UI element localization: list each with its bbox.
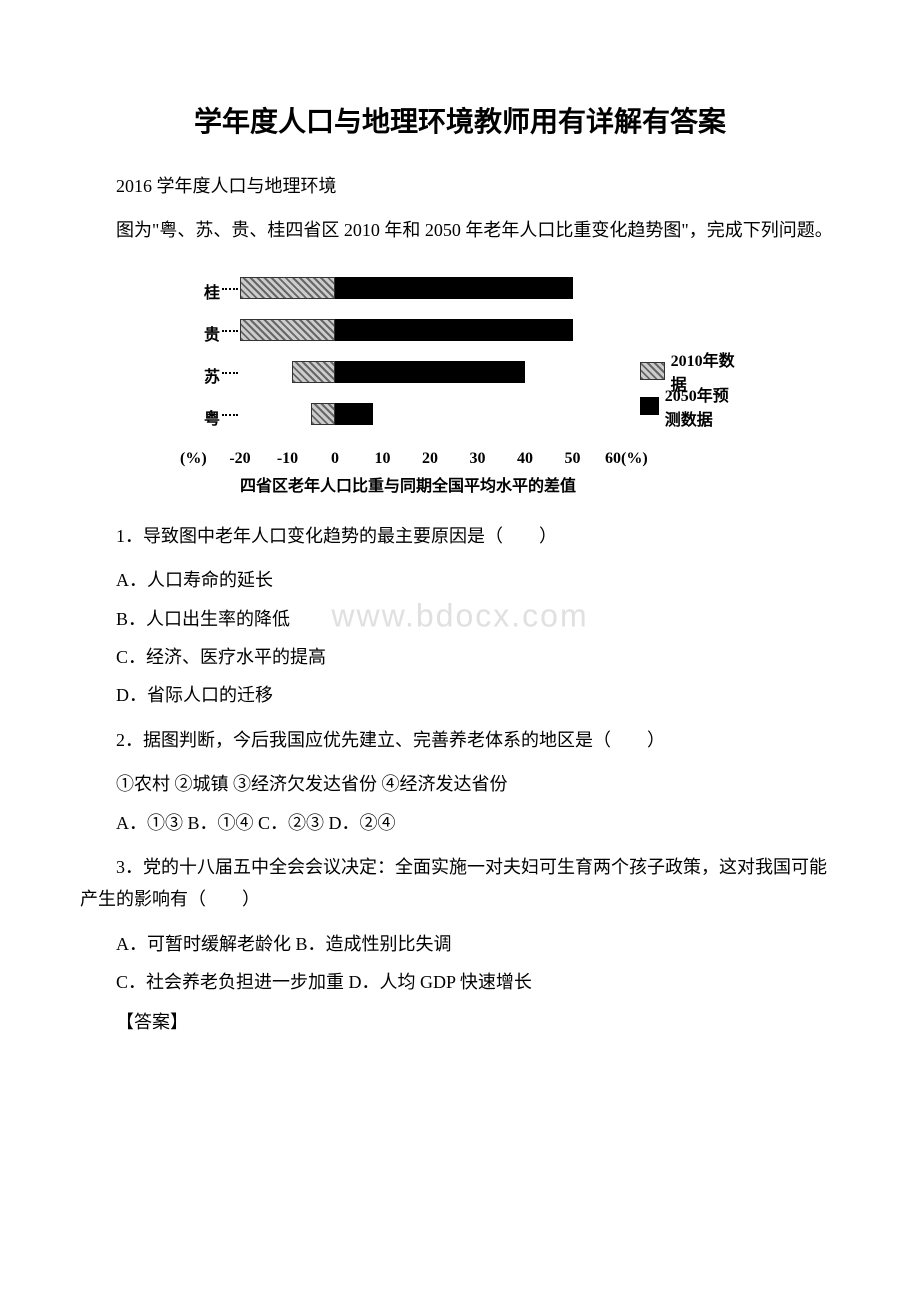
- chart-x-tick: 0: [320, 450, 350, 468]
- q3-line1: A．可暂时缓解老龄化 B．造成性别比失调: [80, 928, 840, 960]
- chart-x-tick: 10: [368, 450, 398, 468]
- chart-bar-2010: [240, 277, 335, 299]
- chart-x-tick: 20: [415, 450, 445, 468]
- chart-bar-2050: [335, 361, 525, 383]
- q1-option-a: A．人口寿命的延长: [80, 564, 840, 596]
- page-title: 学年度人口与地理环境教师用有详解有答案: [80, 100, 840, 140]
- chart-bar-2010: [311, 403, 335, 425]
- chart-bar-2010: [240, 319, 335, 341]
- intro-text-1: 2016 学年度人口与地理环境: [80, 170, 840, 202]
- q1-option-d: D．省际人口的迁移: [80, 679, 840, 711]
- q1-stem: 1．导致图中老年人口变化趋势的最主要原因是（ ）: [80, 520, 840, 552]
- chart-x-tick: 30: [463, 450, 493, 468]
- chart-legend-2050: 2050年预测数据: [640, 382, 740, 430]
- answer-label: 【答案】: [80, 1006, 840, 1038]
- chart-leader: [222, 330, 238, 332]
- intro-text-2: 图为"粤、苏、贵、桂四省区 2010 年和 2050 年老年人口比重变化趋势图"…: [80, 214, 840, 246]
- chart-x-tick: -10: [273, 450, 303, 468]
- chart-x-caption: 四省区老年人口比重与同期全国平均水平的差值: [240, 472, 576, 496]
- chart-x-tick: 40: [510, 450, 540, 468]
- chart-y-label: 苏: [180, 363, 220, 387]
- q1-option-c: C．经济、医疗水平的提高: [80, 641, 840, 673]
- chart-x-tick: 50: [558, 450, 588, 468]
- bar-chart: 桂贵苏粤 (%) -20 -10 0 10 20 30 40 50 60(%) 四省区老年人口比重与同…: [180, 267, 740, 500]
- q1-option-b: B．人口出生率的降低: [80, 603, 840, 635]
- q2-stem: 2．据图判断，今后我国应优先建立、完善养老体系的地区是（ ）: [80, 724, 840, 756]
- chart-leader: [222, 372, 238, 374]
- chart-leader: [222, 414, 238, 416]
- q2-choices: ①农村 ②城镇 ③经济欠发达省份 ④经济发达省份: [80, 768, 840, 800]
- chart-bar-2010: [292, 361, 335, 383]
- chart-x-tick: -20: [225, 450, 255, 468]
- q2-options: A．①③ B．①④ C．②③ D．②④: [80, 807, 840, 839]
- chart-y-label: 桂: [180, 279, 220, 303]
- chart-x-unit-left: (%): [180, 450, 207, 468]
- chart-x-tick: 60(%): [605, 450, 635, 468]
- chart-y-label: 贵: [180, 321, 220, 345]
- q3-line2: C．社会养老负担进一步加重 D．人均 GDP 快速增长: [80, 966, 840, 998]
- chart-bar-2050: [335, 277, 573, 299]
- chart-bar-2050: [335, 319, 573, 341]
- chart-bar-2050: [335, 403, 373, 425]
- chart-y-label: 粤: [180, 405, 220, 429]
- chart-leader: [222, 288, 238, 290]
- q3-stem: 3．党的十八届五中全会会议决定：全面实施一对夫妇可生育两个孩子政策，这对我国可能…: [80, 851, 840, 916]
